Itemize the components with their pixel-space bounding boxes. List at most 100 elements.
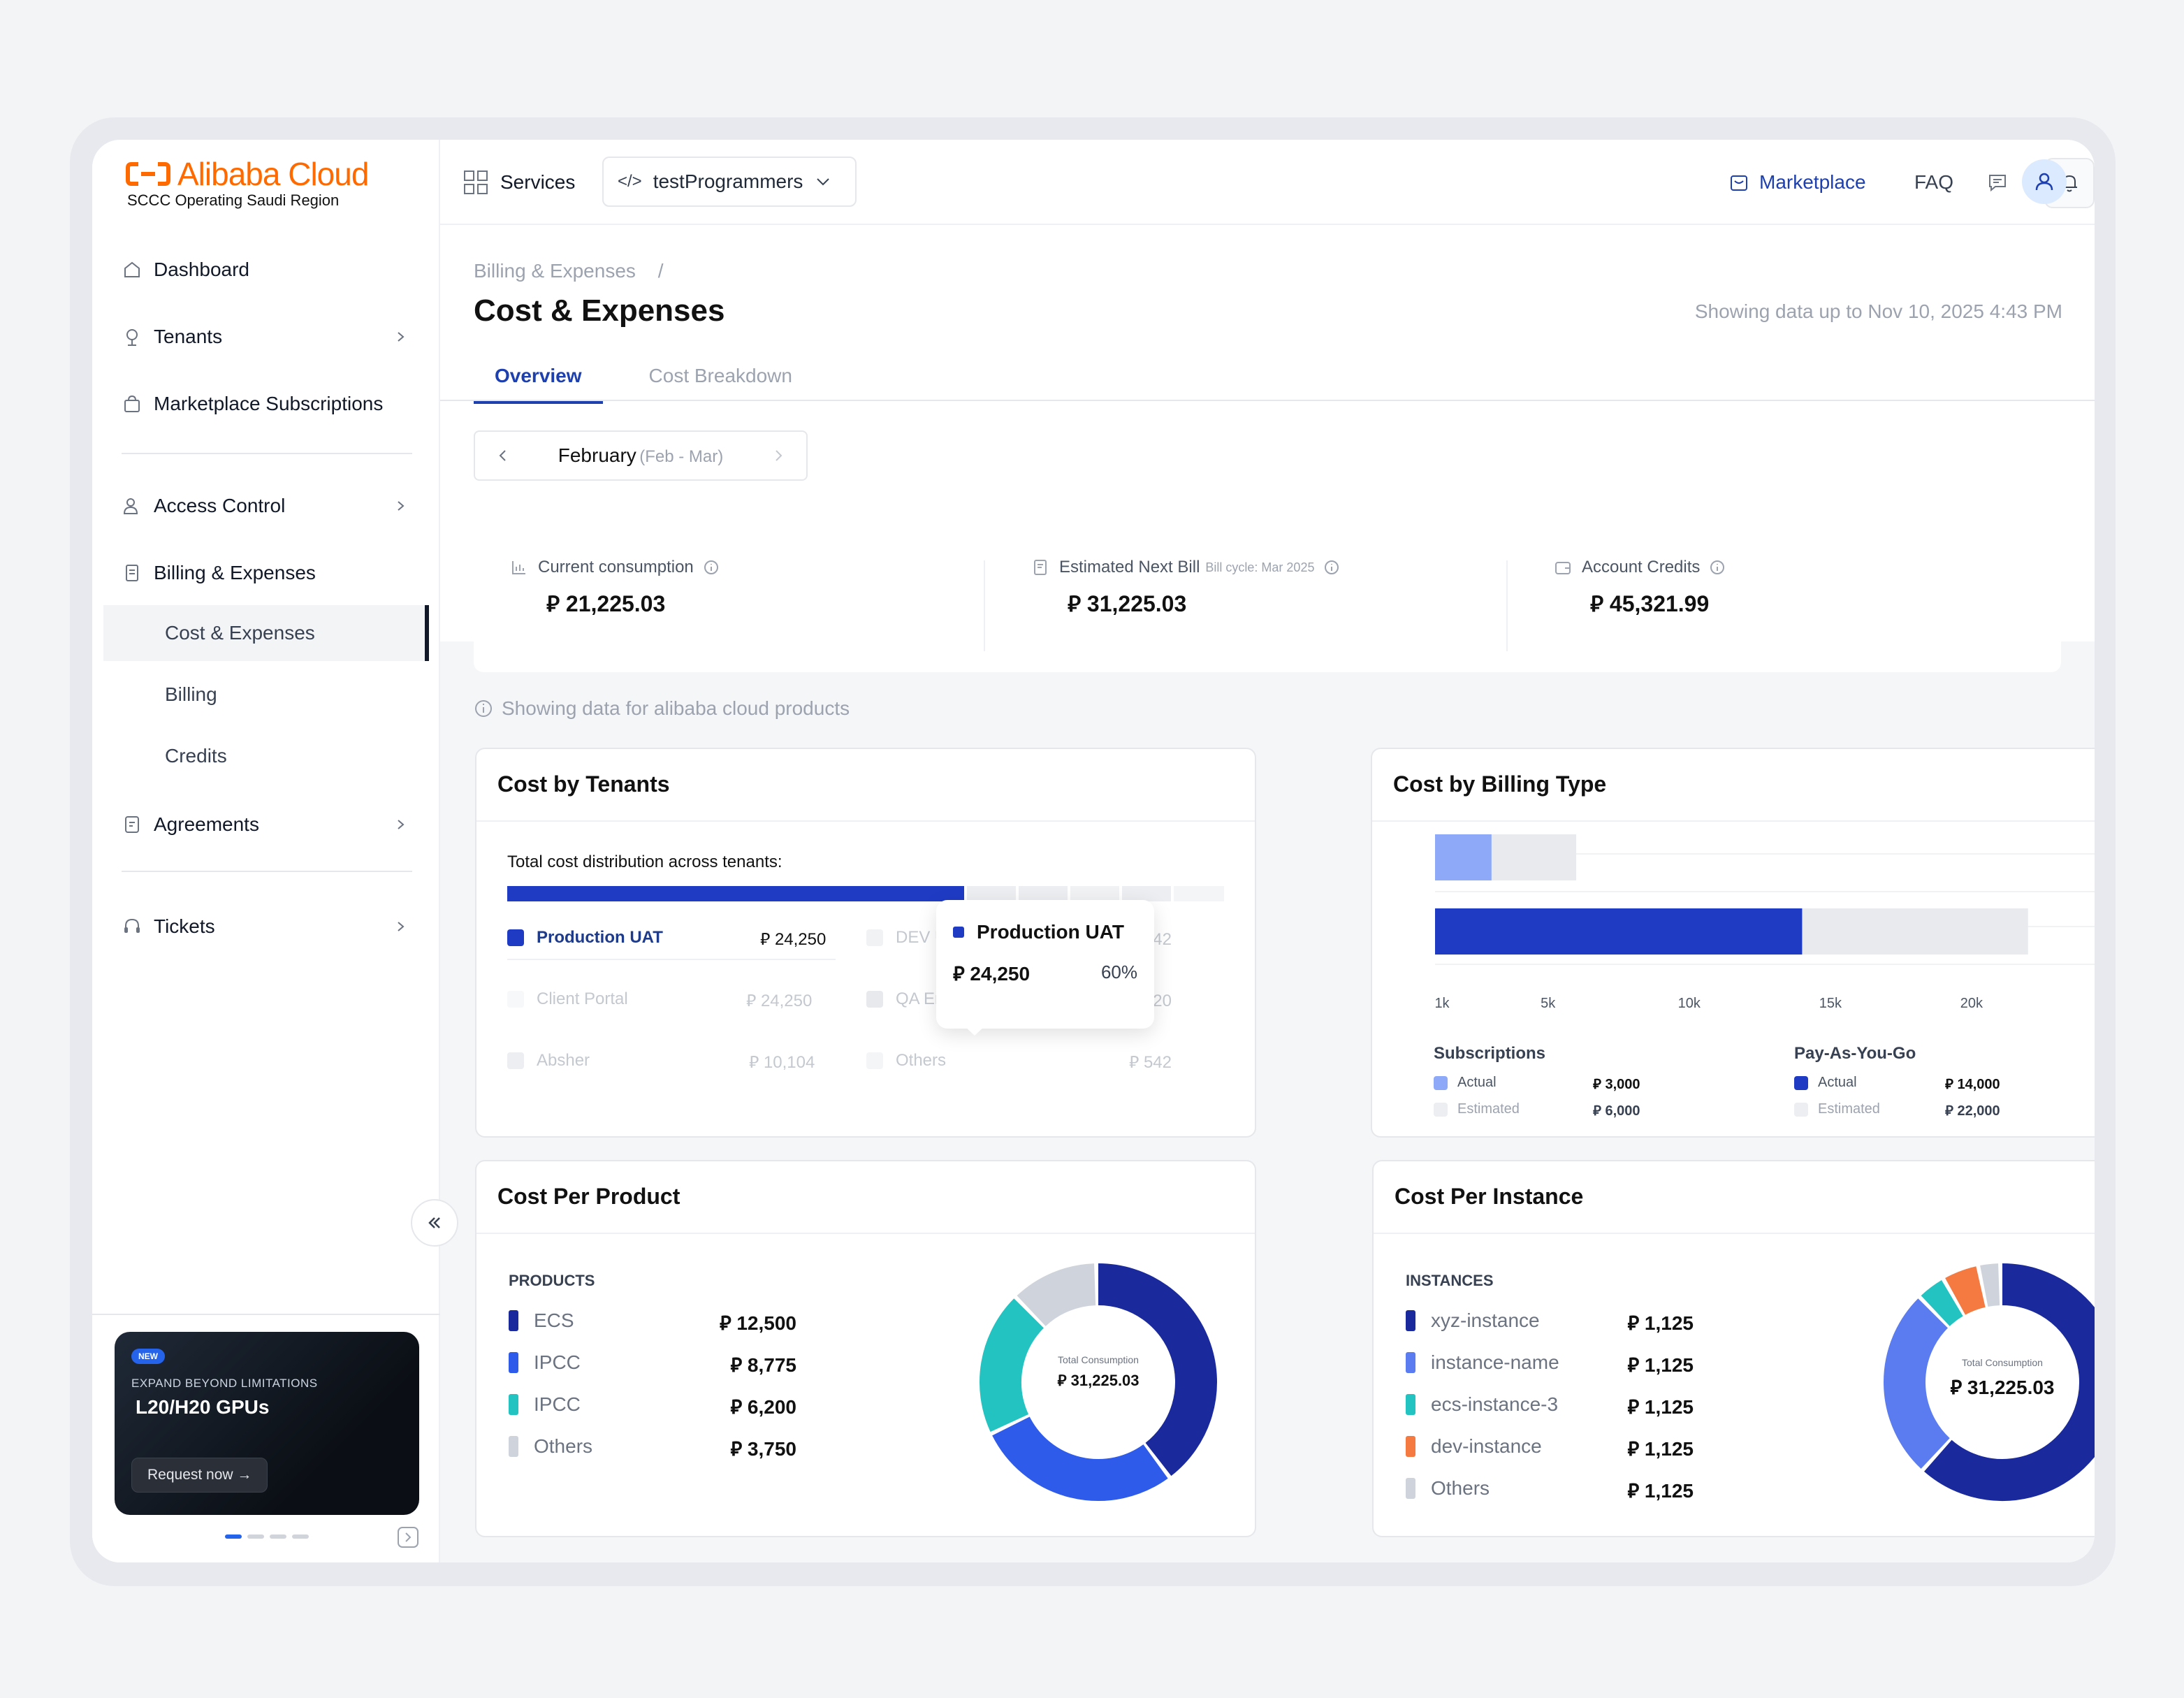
- carousel-next-icon[interactable]: [397, 1526, 419, 1548]
- legend-subscriptions-actual[interactable]: Actual: [1434, 1075, 1497, 1091]
- sidebar-item-tenants[interactable]: Tenants: [122, 314, 412, 359]
- feedback-button[interactable]: [1987, 140, 2008, 225]
- info-icon: [475, 700, 492, 717]
- collapse-sidebar-button[interactable]: [411, 1199, 458, 1247]
- carousel-dot[interactable]: [292, 1534, 309, 1539]
- sidebar-item-dashboard[interactable]: Dashboard: [122, 247, 412, 292]
- breadcrumb-item[interactable]: Billing & Expenses: [474, 260, 636, 282]
- item-name: ECS: [534, 1309, 574, 1331]
- bar-segment-production-uat[interactable]: [507, 886, 964, 901]
- info-icon[interactable]: [1324, 560, 1339, 575]
- legend-label: Estimated: [1818, 1101, 1880, 1117]
- stat-divider: [1506, 560, 1508, 651]
- item-value: ⃁ 1,125: [1568, 1309, 1694, 1335]
- list-item[interactable]: IPCC: [509, 1393, 581, 1416]
- tab-overview[interactable]: Overview: [474, 358, 603, 404]
- list-item[interactable]: instance-name: [1406, 1351, 1559, 1374]
- sidebar-subitem-cost-expenses[interactable]: Cost & Expenses: [103, 605, 429, 661]
- list-item[interactable]: Others: [1406, 1477, 1490, 1500]
- list-item[interactable]: Others: [509, 1435, 592, 1458]
- month-label: February: [558, 444, 636, 466]
- axis-tick-label: 15k: [1819, 996, 1842, 1011]
- donut-center: Total Consumption ⃁ 31,225.03: [1877, 1357, 2095, 1400]
- currency-icon: ⃁: [1068, 591, 1082, 616]
- legend-swatch: [866, 1052, 883, 1069]
- project-selector[interactable]: </> testProgrammers: [602, 157, 857, 207]
- region-label: SCCC Operating Saudi Region: [127, 191, 340, 209]
- currency-icon: ⃁: [1950, 1377, 1963, 1398]
- sidebar-subitem-credits[interactable]: Credits: [165, 745, 227, 767]
- carousel-dots[interactable]: [225, 1534, 309, 1539]
- currency-icon: ⃁: [760, 930, 771, 949]
- donut-slice: [1924, 1263, 2095, 1501]
- list-item[interactable]: xyz-instance: [1406, 1309, 1540, 1332]
- bar-segment-qa[interactable]: [1070, 886, 1119, 901]
- tooltip-value: ⃁ 24,250: [953, 960, 1030, 986]
- users-icon: [122, 495, 143, 516]
- services-menu[interactable]: Services: [463, 140, 575, 225]
- tenant-name: Production UAT: [537, 928, 663, 947]
- tenant-amount: 24,250: [774, 930, 827, 949]
- products-donut-chart: [980, 1263, 1217, 1501]
- legend-title-subscriptions: Subscriptions: [1434, 1044, 1546, 1063]
- bar-segment-others[interactable]: [1174, 886, 1224, 901]
- stats-card: Current consumption ⃁ 21,225.03 Estimate…: [474, 539, 2061, 672]
- item-value: ⃁ 1,125: [1568, 1393, 1694, 1419]
- bar-segment-client-portal[interactable]: [1019, 886, 1068, 901]
- stat-amount: 21,225.03: [565, 591, 666, 616]
- note-text: Showing data for alibaba cloud products: [502, 697, 850, 719]
- sidebar-item-access-control[interactable]: Access Control: [122, 484, 412, 528]
- carousel-dot[interactable]: [270, 1534, 286, 1539]
- card-title: Cost by Tenants: [497, 771, 670, 797]
- list-item[interactable]: dev-instance: [1406, 1435, 1542, 1458]
- logo[interactable]: Alibaba Cloud: [126, 155, 369, 193]
- legend-value: ⃁ 14,000: [1945, 1075, 2000, 1093]
- legend-payg-estimated[interactable]: Estimated: [1794, 1101, 1880, 1117]
- donut-slice: [1098, 1263, 1217, 1476]
- chevron-right-icon[interactable]: [771, 447, 785, 464]
- tenant-tooltip: Production UAT ⃁ 24,250 60%: [936, 900, 1154, 1036]
- sidebar-item-label: Dashboard: [154, 259, 249, 280]
- legend-payg-actual[interactable]: Actual: [1794, 1075, 1857, 1091]
- legend-divider: [507, 959, 836, 960]
- donut-center-label: Total Consumption: [1962, 1357, 2043, 1368]
- tenant-legend-others[interactable]: Others: [866, 1051, 946, 1071]
- sidebar-item-tickets[interactable]: Tickets: [122, 904, 412, 949]
- avatar[interactable]: [2022, 159, 2067, 204]
- currency-icon: ⃁: [1593, 1103, 1601, 1119]
- list-item[interactable]: IPCC: [509, 1351, 581, 1374]
- info-icon[interactable]: [1710, 560, 1725, 575]
- bag-icon: [122, 393, 143, 414]
- faq-link[interactable]: FAQ: [1914, 171, 1954, 193]
- list-item[interactable]: ECS: [509, 1309, 574, 1332]
- tab-cost-breakdown[interactable]: Cost Breakdown: [648, 365, 792, 386]
- month-selector[interactable]: February (Feb - Mar): [474, 430, 808, 481]
- promo-banner[interactable]: NEW EXPAND BEYOND LIMITATIONS L20/H20 GP…: [115, 1332, 419, 1515]
- marketplace-link[interactable]: Marketplace: [1728, 140, 1866, 225]
- item-amount: 1,125: [1644, 1438, 1694, 1460]
- sidebar-item-agreements[interactable]: Agreements: [122, 802, 412, 847]
- sidebar-subitem-billing[interactable]: Billing: [165, 683, 217, 705]
- list-item[interactable]: ecs-instance-3: [1406, 1393, 1558, 1416]
- legend-subscriptions-estimated[interactable]: Estimated: [1434, 1101, 1520, 1117]
- request-now-button[interactable]: Request now →: [131, 1458, 268, 1493]
- tenant-legend-production-uat[interactable]: Production UAT: [507, 928, 663, 948]
- currency-icon: ⃁: [749, 1053, 759, 1072]
- logo-text: Alibaba Cloud: [177, 156, 369, 192]
- page-title: Cost & Expenses: [474, 293, 725, 328]
- item-name: xyz-instance: [1431, 1309, 1540, 1331]
- sidebar-item-marketplace-subscriptions[interactable]: Marketplace Subscriptions: [122, 382, 412, 426]
- item-name: Others: [534, 1435, 593, 1457]
- carousel-dot[interactable]: [225, 1534, 242, 1539]
- bar-segment-absher[interactable]: [1122, 886, 1171, 901]
- sidebar-item-billing-expenses[interactable]: Billing & Expenses: [122, 551, 412, 595]
- info-icon[interactable]: [704, 560, 719, 575]
- carousel-dot[interactable]: [247, 1534, 264, 1539]
- bar-segment-dev-uat[interactable]: [967, 886, 1016, 901]
- legend-swatch: [866, 929, 883, 946]
- tenant-legend-client-portal[interactable]: Client Portal: [507, 989, 628, 1009]
- stat-value: ⃁ 45,321.99: [1590, 588, 2029, 618]
- chevron-left-icon[interactable]: [496, 447, 510, 464]
- tenant-legend-absher[interactable]: Absher: [507, 1051, 590, 1071]
- tabs-divider: [440, 400, 2095, 401]
